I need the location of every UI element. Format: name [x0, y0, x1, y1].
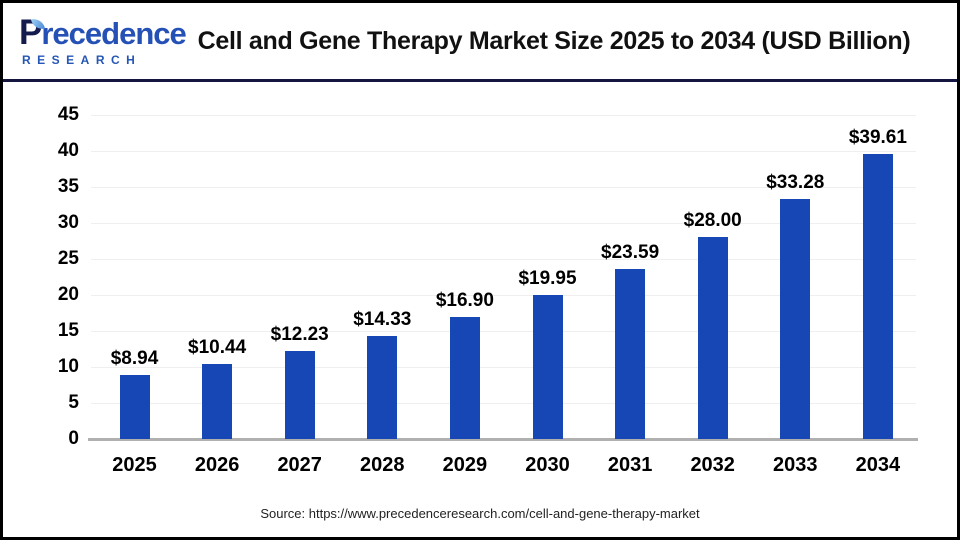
x-axis-line: [88, 438, 918, 441]
bar-value-label: $8.94: [110, 347, 159, 369]
bar: [119, 374, 150, 439]
logo-wordmark: Precedence: [19, 15, 193, 50]
bar: [532, 295, 563, 439]
gridline: [91, 403, 916, 404]
y-tick-label: 15: [57, 320, 79, 341]
y-tick-label: 5: [68, 392, 79, 413]
y-tick-label: 30: [57, 212, 79, 233]
x-tick-label: 2031: [607, 454, 653, 476]
gridline: [91, 367, 916, 368]
y-tick-label: 10: [57, 356, 79, 377]
bar-value-label: $14.33: [353, 308, 412, 330]
x-tick-label: 2032: [690, 454, 735, 476]
x-tick-label: 2025: [112, 454, 157, 476]
bar: [615, 269, 646, 439]
bar: [697, 237, 728, 439]
bar-value-label: $10.44: [188, 336, 247, 358]
gridline: [91, 223, 916, 224]
x-tick-label: 2034: [855, 454, 901, 476]
bar: [449, 317, 480, 439]
y-tick-label: 40: [57, 140, 79, 161]
logo-subtitle: RESEARCH: [22, 53, 142, 67]
bar: [202, 363, 233, 439]
bar: [862, 153, 893, 439]
x-tick-label: 2026: [194, 454, 240, 476]
bar-value-label: $28.00: [683, 210, 742, 232]
bar-value-label: $19.95: [518, 268, 577, 290]
header: Precedence RESEARCH Cell and Gene Therap…: [3, 3, 957, 82]
precedence-research-logo: Precedence RESEARCH: [3, 15, 193, 67]
bar-value-label: $33.28: [766, 172, 825, 194]
source-citation: Source: https://www.precedenceresearch.c…: [260, 506, 700, 521]
bar-value-label: $16.90: [435, 290, 494, 312]
y-tick-label: 20: [57, 284, 79, 305]
x-tick-label: 2029: [442, 454, 488, 476]
x-tick-label: 2028: [360, 454, 405, 476]
y-tick-label: 45: [57, 104, 79, 125]
x-tick-label: 2027: [277, 454, 322, 476]
y-tick-label: 35: [57, 176, 79, 197]
bar-value-label: $39.61: [848, 126, 907, 148]
bar: [284, 350, 315, 439]
gridline: [91, 115, 916, 116]
title-container: Cell and Gene Therapy Market Size 2025 t…: [193, 27, 957, 56]
gridline: [91, 187, 916, 188]
gridline: [91, 295, 916, 296]
x-tick-label: 2033: [773, 454, 818, 476]
gridline: [91, 331, 916, 332]
logo-wordmark-rest: recedence: [41, 16, 186, 51]
bar: [780, 199, 811, 439]
x-tick-label: 2030: [525, 454, 570, 476]
gridline: [91, 151, 916, 152]
bar-chart-plot-area: 0 5 10 15 20 25 30 35 40 45 $8.94 2025 $10.44 2026 $12…: [3, 82, 957, 537]
chart-title: Cell and Gene Therapy Market Size 2025 t…: [197, 26, 911, 55]
bar-value-label: $23.59: [601, 242, 660, 264]
y-tick-label: 25: [57, 248, 79, 269]
y-tick-label: 0: [68, 428, 79, 449]
gridline: [91, 259, 916, 260]
bar-value-label: $12.23: [270, 323, 329, 345]
bar: [367, 335, 398, 439]
